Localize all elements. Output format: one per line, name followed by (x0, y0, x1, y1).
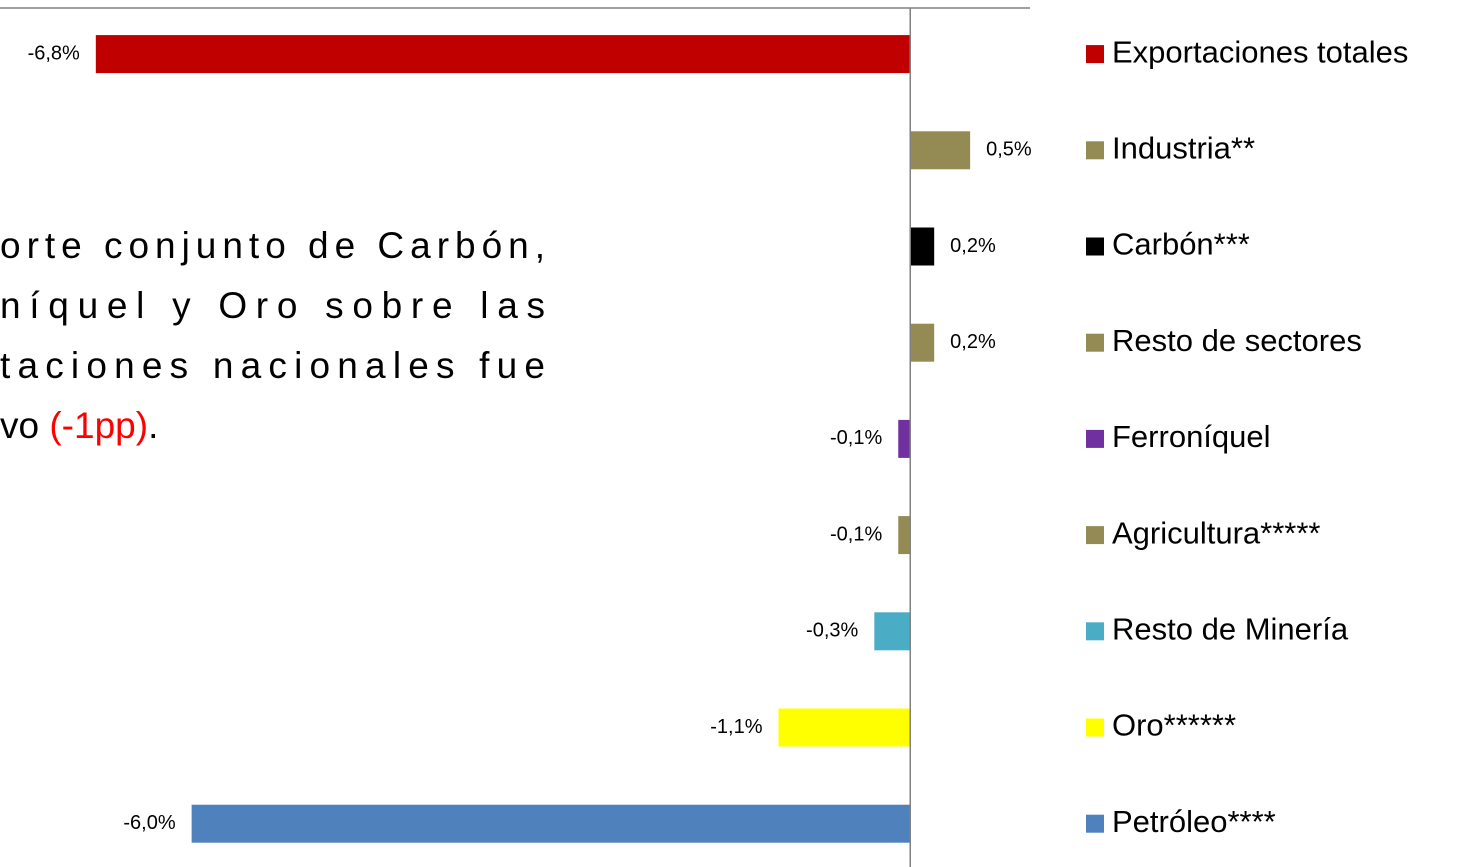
legend-label: Ferroníquel (1112, 419, 1271, 454)
legend-label: Industria** (1112, 130, 1255, 165)
legend-swatch (1086, 45, 1104, 64)
bar (191, 804, 911, 843)
legend-label: Agricultura***** (1112, 515, 1321, 550)
legend-swatch (1086, 237, 1104, 256)
bar (910, 227, 935, 266)
legend-label: Exportaciones totales (1112, 34, 1408, 69)
legend-swatch (1086, 141, 1104, 160)
legend-swatch (1086, 814, 1104, 833)
value-label: 0,5% (986, 139, 1032, 161)
value-label: -6,8% (28, 42, 80, 64)
legend-label: Oro****** (1112, 708, 1236, 743)
annotation-part: vo (0, 405, 49, 446)
bar (910, 323, 935, 362)
legend-label: Resto de sectores (1112, 323, 1362, 358)
value-label: -0,1% (830, 427, 882, 449)
value-label: -1,1% (710, 716, 762, 738)
bar (898, 516, 911, 555)
bar (95, 35, 911, 74)
annotation-line: taciones nacionales fue (0, 345, 545, 386)
annotation-part: . (148, 405, 158, 446)
legend-label: Resto de Minería (1112, 611, 1349, 646)
value-label: -6,0% (123, 812, 175, 834)
value-label: -0,3% (806, 620, 858, 642)
legend-swatch (1086, 718, 1104, 737)
legend-label: Petróleo**** (1112, 804, 1276, 839)
value-label: -0,1% (830, 523, 882, 545)
bar (910, 131, 971, 170)
annotation-line: vo (-1pp). (0, 405, 158, 446)
legend-swatch (1086, 622, 1104, 641)
value-label: 0,2% (950, 235, 996, 257)
annotation-part: (-1pp) (49, 405, 148, 446)
annotation-line: níquel y Oro sobre las (0, 285, 545, 326)
legend-swatch (1086, 526, 1104, 545)
value-label: 0,2% (950, 331, 996, 353)
legend-swatch (1086, 429, 1104, 448)
legend-label: Carbón*** (1112, 227, 1250, 262)
bar (898, 419, 911, 458)
annotation-line: orte conjunto de Carbón, (0, 225, 545, 266)
legend-swatch (1086, 333, 1104, 352)
bar (874, 612, 911, 651)
bar (778, 708, 911, 747)
